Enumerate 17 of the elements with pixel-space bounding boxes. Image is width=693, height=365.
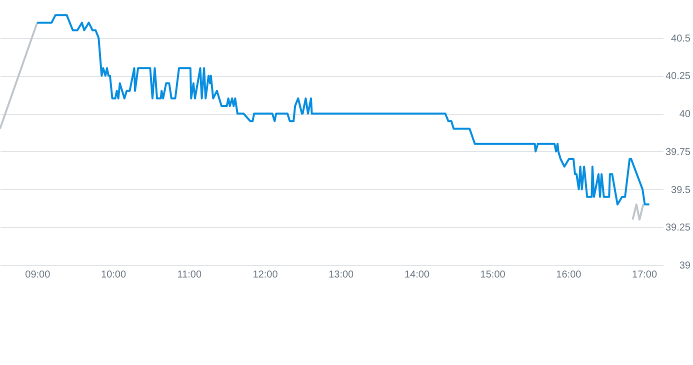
x-tick-label: 13:00: [328, 270, 354, 280]
x-tick-label: 15:00: [480, 270, 506, 280]
x-tick-label: 11:00: [177, 270, 202, 280]
x-tick-label: 17:00: [632, 270, 658, 280]
y-tick-label: 40.5: [671, 33, 691, 44]
x-tick-label: 16:00: [556, 270, 582, 280]
y-tick-label: 40.25: [665, 71, 691, 82]
x-tick-label: 12:00: [252, 270, 278, 280]
y-tick-label: 39: [679, 260, 691, 272]
y-tick-label: 39.5: [671, 184, 691, 196]
y-tick-label: 39.75: [665, 146, 691, 158]
x-tick-label: 14:00: [404, 270, 430, 280]
x-tick-label: 10:00: [101, 270, 126, 280]
line-series: [36, 14, 650, 206]
y-tick-label: 40: [679, 109, 691, 120]
x-tick-label: 09:00: [25, 270, 51, 280]
y-tick-label: 39.25: [665, 222, 691, 234]
